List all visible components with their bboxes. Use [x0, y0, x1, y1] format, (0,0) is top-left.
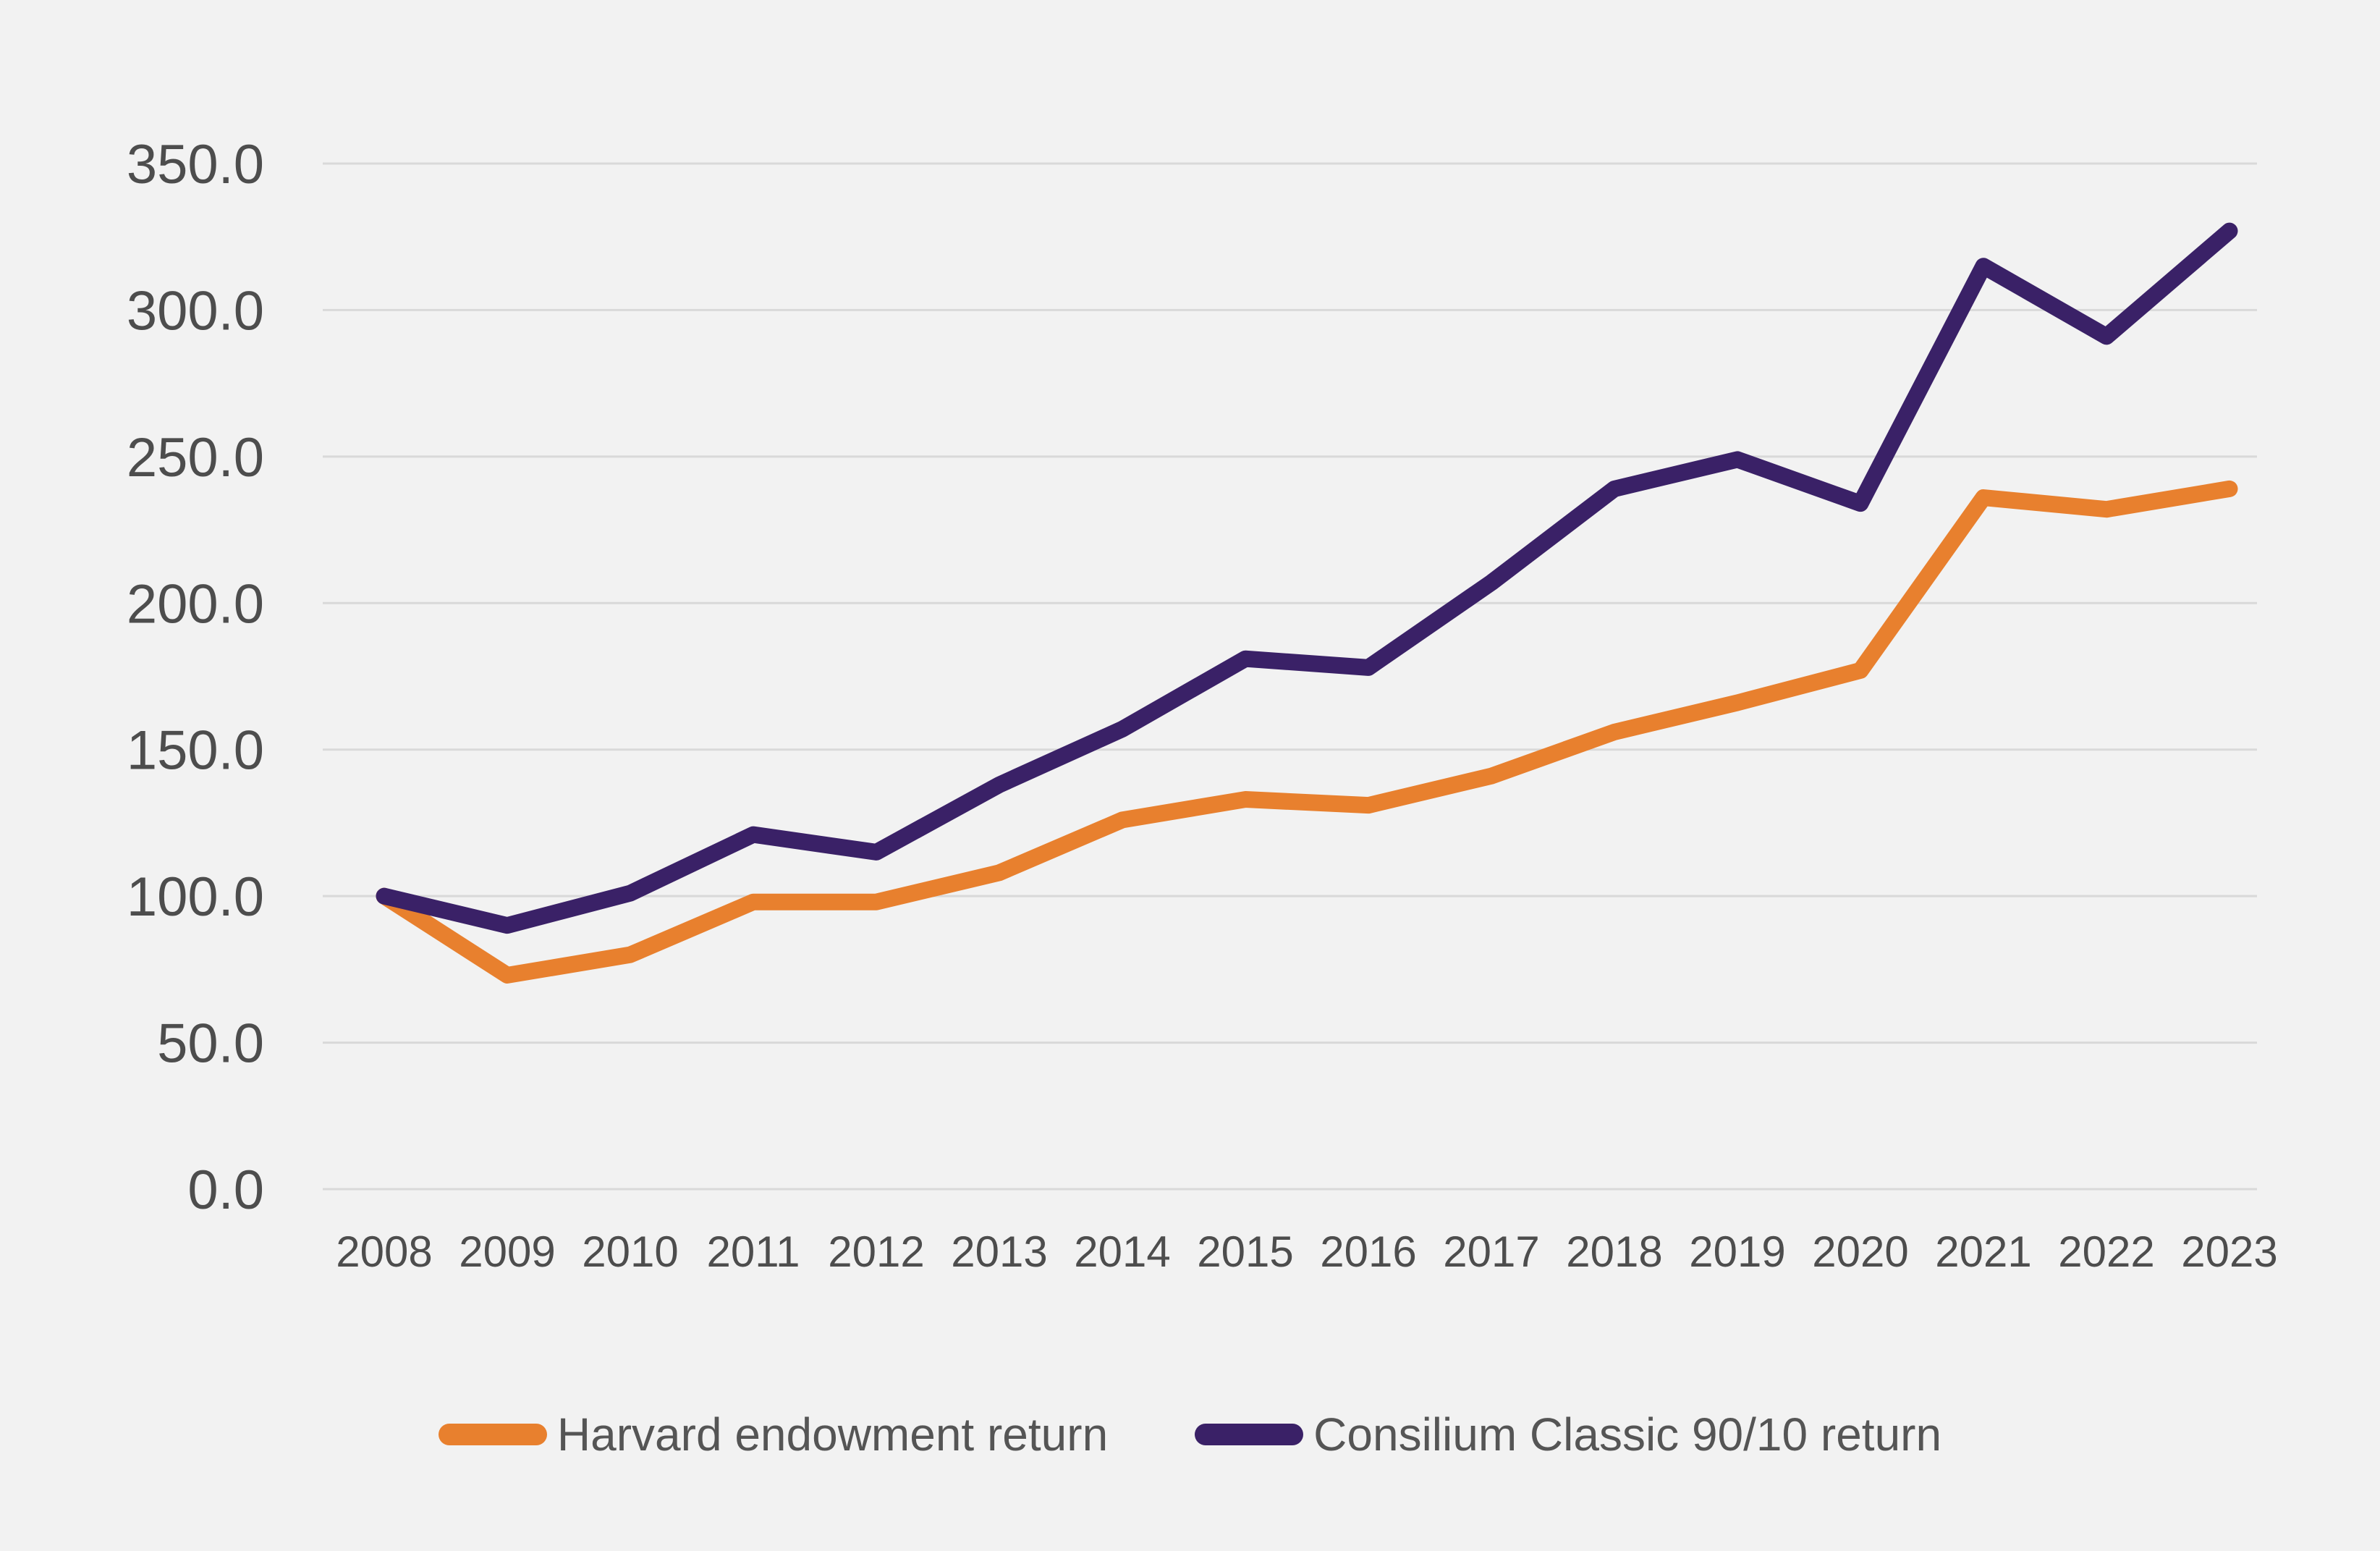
- legend-swatch-harvard: [438, 1424, 547, 1445]
- x-axis-year-label: 2022: [2058, 1227, 2154, 1276]
- y-axis-tick-label: 50.0: [157, 1013, 264, 1075]
- x-axis-year-label: 2018: [1566, 1227, 1662, 1276]
- y-axis-tick-label: 0.0: [187, 1159, 264, 1221]
- legend-item-harvard: Harvard endowment return: [438, 1408, 1109, 1461]
- x-axis-year-label: 2012: [828, 1227, 924, 1276]
- x-axis-year-label: 2015: [1197, 1227, 1293, 1276]
- legend-label-consilium: Consilium Classic 90/10 return: [1313, 1408, 1942, 1461]
- x-axis-year-label: 2010: [582, 1227, 678, 1276]
- legend-item-consilium: Consilium Classic 90/10 return: [1195, 1408, 1941, 1461]
- y-axis-tick-label: 100.0: [127, 866, 264, 928]
- y-axis-tick-label: 350.0: [127, 134, 264, 195]
- legend: Harvard endowment return Consilium Class…: [0, 1406, 2380, 1463]
- series-lines: [376, 222, 2238, 984]
- series-line-consilium: [376, 222, 2238, 934]
- x-axis-year-label: 2016: [1320, 1227, 1416, 1276]
- y-axis-tick-labels: 0.0 50.0 100.0 150.0 200.0 250.0 300.0 350.0: [127, 134, 264, 1221]
- x-axis-year-labels: 2008 2009 2010 2011 2012 2013 2014 2015 2016 2017…: [336, 1227, 2277, 1276]
- y-axis-tick-label: 200.0: [127, 573, 264, 635]
- x-axis-year-label: 2023: [2181, 1227, 2277, 1276]
- legend-swatch-consilium: [1195, 1424, 1304, 1445]
- x-axis-year-label: 2019: [1689, 1227, 1785, 1276]
- y-axis-tick-label: 250.0: [127, 427, 264, 489]
- gridlines: [323, 162, 2257, 1191]
- x-axis-year-label: 2014: [1074, 1227, 1170, 1276]
- series-line-harvard: [376, 480, 2238, 984]
- x-axis-year-label: 2011: [706, 1227, 800, 1276]
- x-axis-year-label: 2008: [336, 1227, 432, 1276]
- x-axis-year-label: 2009: [459, 1227, 555, 1276]
- x-axis-year-label: 2021: [1935, 1227, 2031, 1276]
- y-axis-tick-label: 150.0: [127, 720, 264, 782]
- y-axis-tick-label: 300.0: [127, 280, 264, 342]
- legend-label-harvard: Harvard endowment return: [556, 1408, 1109, 1461]
- x-axis-year-label: 2020: [1812, 1227, 1908, 1276]
- x-axis-year-label: 2017: [1443, 1227, 1539, 1276]
- x-axis-year-label: 2013: [951, 1227, 1047, 1276]
